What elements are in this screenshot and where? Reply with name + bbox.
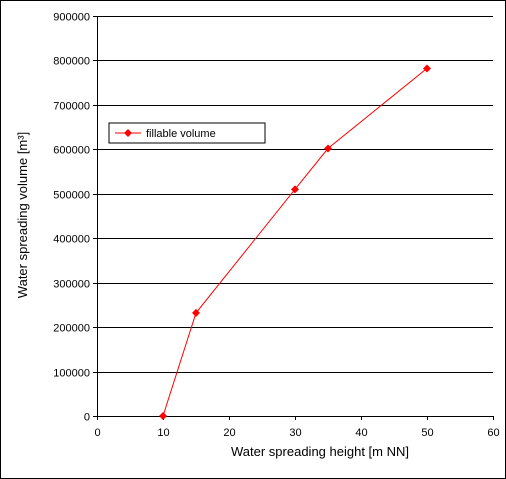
y-tick-label: 700000 xyxy=(53,101,90,113)
data-point xyxy=(423,64,431,73)
data-series xyxy=(159,64,431,420)
legend: fillable volume xyxy=(108,122,266,144)
x-tick-label: 0 xyxy=(94,427,100,439)
data-point xyxy=(192,308,200,317)
data-point xyxy=(159,412,167,420)
y-tick-labels: 0 100000 200000 300000 400000 500000 600000 700… xyxy=(53,12,90,424)
data-point xyxy=(291,185,299,194)
legend-marker xyxy=(124,129,132,137)
y-tick-label: 500000 xyxy=(53,190,90,202)
y-tick-label: 900000 xyxy=(53,12,90,24)
x-axis-title: Water spreading height [m NN] xyxy=(231,444,409,459)
x-tick-label: 60 xyxy=(487,427,499,439)
x-tick-label: 10 xyxy=(157,427,169,439)
x-tick-label: 50 xyxy=(421,427,433,439)
y-tick-label: 800000 xyxy=(53,56,90,68)
series-line-0 xyxy=(162,68,428,417)
gridlines xyxy=(97,16,493,373)
y-axis-title: Water spreading volume [m³] xyxy=(15,132,30,298)
x-tick-label: 40 xyxy=(355,427,367,439)
legend-box xyxy=(108,122,266,144)
y-tick-label: 100000 xyxy=(53,368,90,380)
x-tick-label: 30 xyxy=(289,427,301,439)
y-tick-label: 300000 xyxy=(53,279,90,291)
y-tick-label: 600000 xyxy=(53,145,90,157)
data-point xyxy=(324,144,332,153)
y-tick-label: 200000 xyxy=(53,323,90,335)
axes xyxy=(93,16,494,420)
y-tick-label: 400000 xyxy=(53,234,90,246)
legend-label: fillable volume xyxy=(146,128,216,140)
y-tick-label: 0 xyxy=(84,412,90,424)
x-tick-label: 20 xyxy=(223,427,235,439)
x-tick-labels: 0 10 20 30 40 50 60 xyxy=(94,427,499,439)
